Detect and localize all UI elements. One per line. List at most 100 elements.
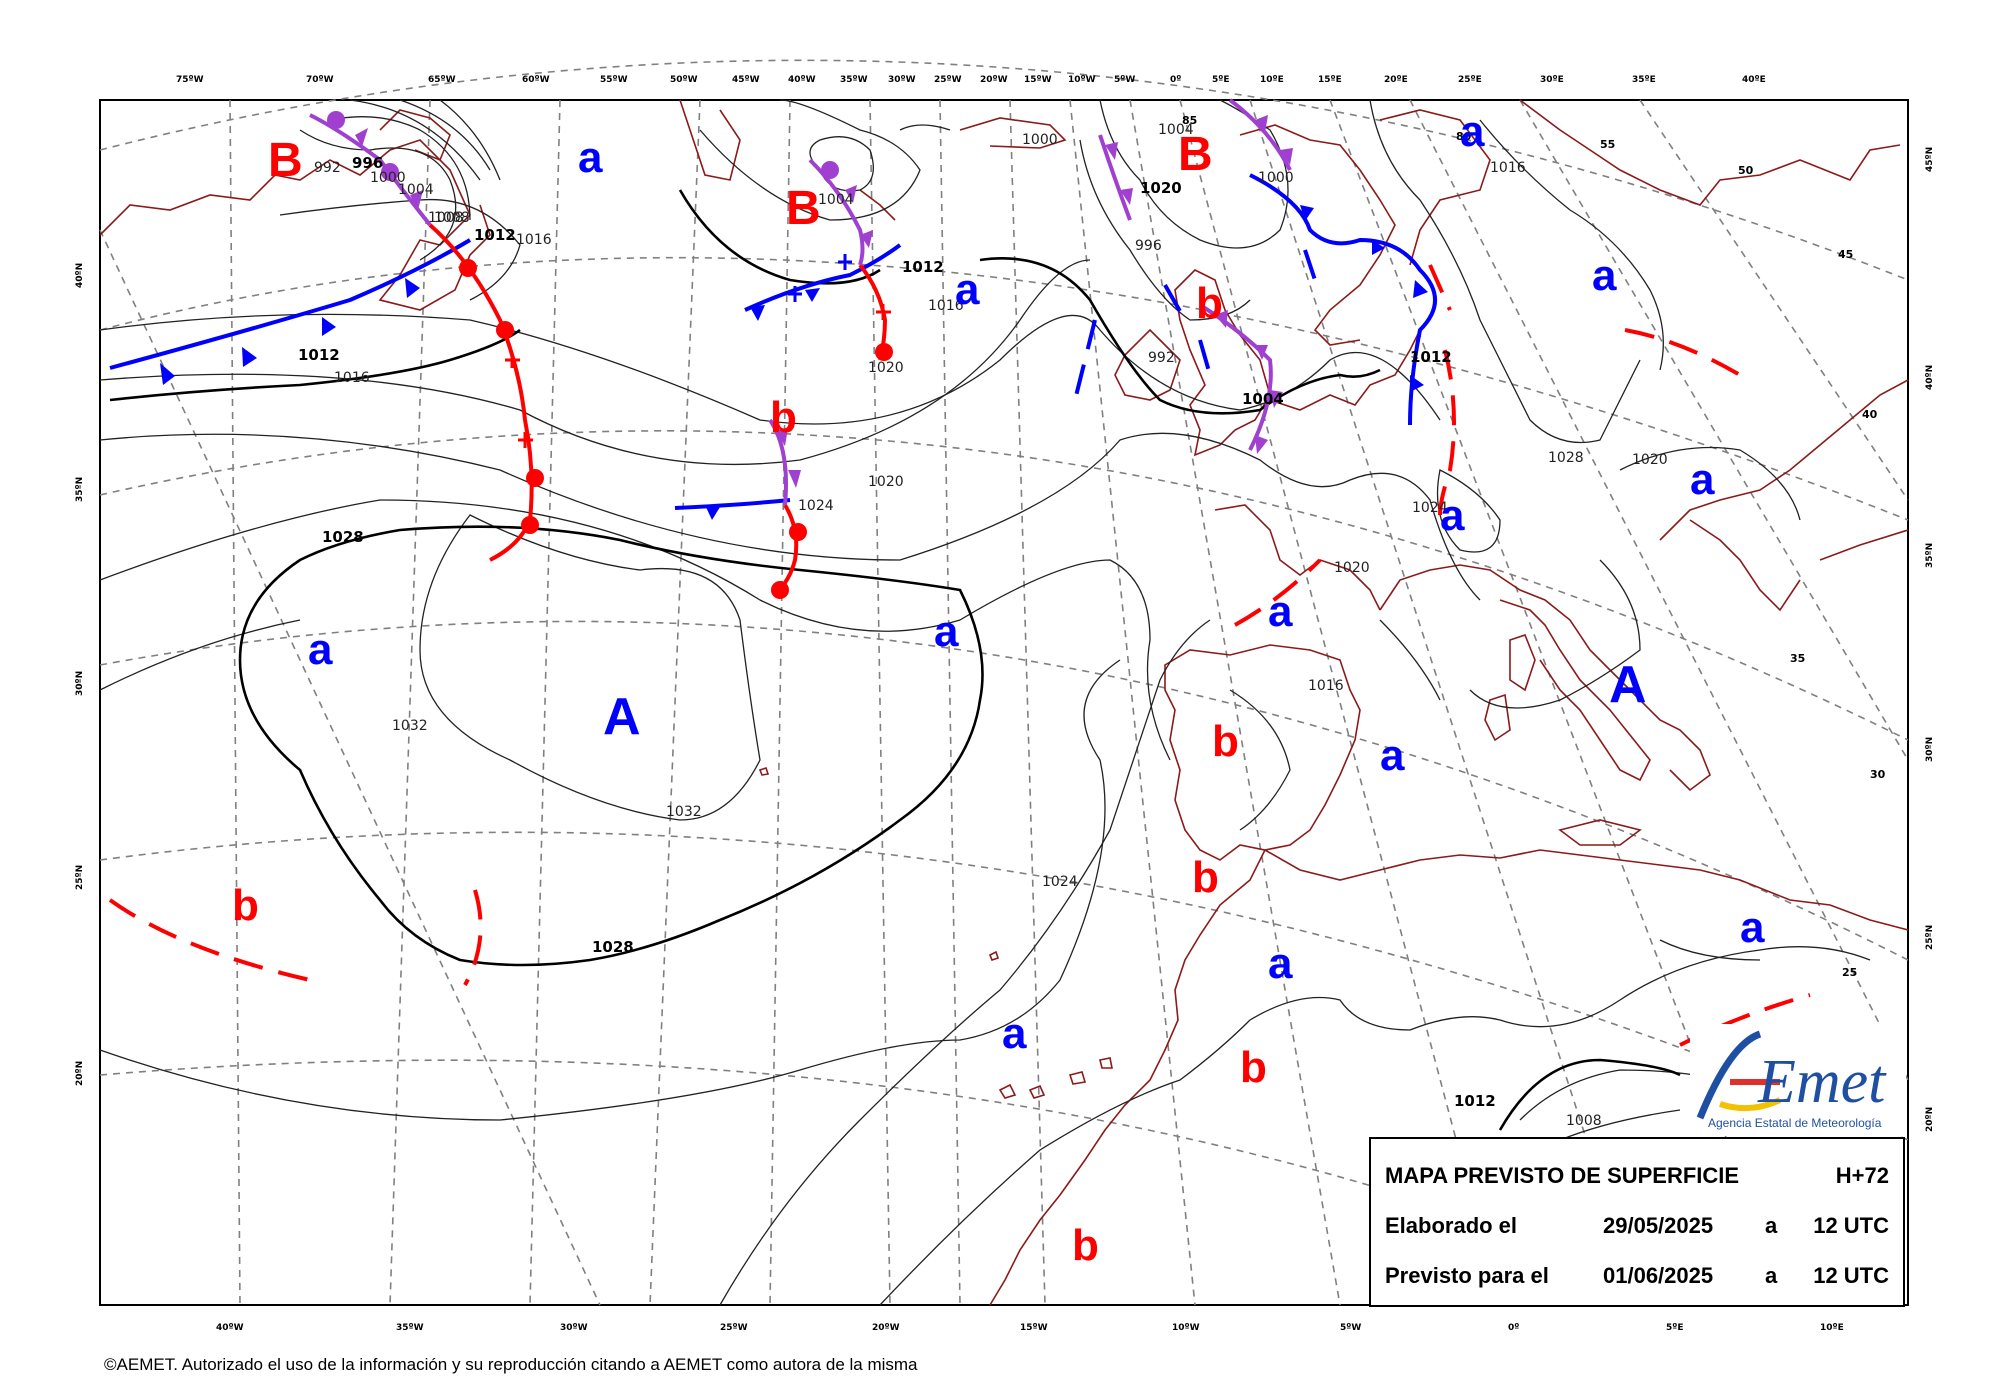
svg-text:a: a xyxy=(1440,491,1465,540)
svg-text:1024: 1024 xyxy=(798,498,834,514)
bottom-longitude-labels: 40ºW 35ºW 30ºW 25ºW 20ºW 15ºW 10ºW 5ºW 0… xyxy=(216,1323,1844,1333)
svg-text:b: b xyxy=(1240,1043,1267,1092)
low-center-north-sea: B xyxy=(1178,128,1213,181)
right-latitude-labels: 45ºN 40ºN 35ºN 30ºN 25ºN 20ºN xyxy=(1925,147,1935,1132)
high-center-mediterranean: A xyxy=(1609,656,1647,714)
svg-text:30ºW: 30ºW xyxy=(560,1323,588,1333)
interior-grid-labels: 55 50 45 40 35 30 25 85 80 xyxy=(1182,114,1886,979)
svg-text:a: a xyxy=(1268,587,1293,636)
svg-text:1028: 1028 xyxy=(322,528,364,546)
svg-text:1016: 1016 xyxy=(928,298,964,314)
svg-text:85: 85 xyxy=(1182,114,1197,127)
legend-valid-row: Previsto para el 01/06/2025 a 12 UTC xyxy=(1385,1263,1889,1293)
ridges xyxy=(1073,249,1317,401)
map-border xyxy=(99,99,1909,1306)
svg-text:1024: 1024 xyxy=(1042,874,1078,890)
svg-text:40ºW: 40ºW xyxy=(216,1323,244,1333)
issued-time: 12 UTC xyxy=(1813,1213,1889,1238)
valid-date: 01/06/2025 xyxy=(1603,1263,1714,1288)
svg-text:15ºW: 15ºW xyxy=(1024,75,1052,85)
legend-issued-row: Elaborado el 29/05/2025 a 12 UTC xyxy=(1385,1213,1889,1243)
svg-text:992: 992 xyxy=(314,160,341,176)
svg-text:a: a xyxy=(1740,903,1765,952)
svg-text:b: b xyxy=(770,393,797,442)
svg-text:5ºW: 5ºW xyxy=(1340,1323,1361,1333)
svg-text:b: b xyxy=(1196,279,1223,328)
svg-text:0º: 0º xyxy=(1170,75,1181,85)
svg-text:b: b xyxy=(1212,717,1239,766)
svg-text:0º: 0º xyxy=(1508,1323,1519,1333)
svg-text:15ºW: 15ºW xyxy=(1020,1323,1048,1333)
svg-text:70ºW: 70ºW xyxy=(306,75,334,85)
relative-highs: a a a a a a a a a a a a a xyxy=(308,107,1765,1058)
svg-text:a: a xyxy=(934,607,959,656)
svg-text:30ºN: 30ºN xyxy=(1925,737,1935,762)
svg-text:1004: 1004 xyxy=(1158,122,1194,138)
svg-text:1004: 1004 xyxy=(818,192,854,208)
svg-text:40ºW: 40ºW xyxy=(788,75,816,85)
relative-lows: b b b b b b b xyxy=(232,279,1267,1270)
svg-text:50ºW: 50ºW xyxy=(670,75,698,85)
svg-text:1012: 1012 xyxy=(1410,348,1452,366)
svg-text:35ºN: 35ºN xyxy=(75,477,85,502)
svg-text:1020: 1020 xyxy=(1334,560,1370,576)
front-marks xyxy=(505,304,891,448)
svg-text:1008: 1008 xyxy=(428,210,464,226)
svg-text:45: 45 xyxy=(1838,248,1853,261)
svg-text:75ºW: 75ºW xyxy=(176,75,204,85)
svg-text:Emet: Emet xyxy=(1757,1048,1887,1116)
svg-text:1020: 1020 xyxy=(868,474,904,490)
svg-text:5ºE: 5ºE xyxy=(1212,75,1230,85)
svg-text:1028: 1028 xyxy=(1548,450,1584,466)
svg-text:1020: 1020 xyxy=(1632,452,1668,468)
svg-text:10ºE: 10ºE xyxy=(1820,1323,1844,1333)
svg-text:40ºN: 40ºN xyxy=(1925,365,1935,390)
occluded-front-symbols xyxy=(327,111,1293,488)
svg-text:25ºW: 25ºW xyxy=(720,1323,748,1333)
issued-a: a xyxy=(1765,1213,1778,1238)
svg-text:b: b xyxy=(1192,853,1219,902)
svg-text:a: a xyxy=(578,133,603,182)
svg-text:1008: 1008 xyxy=(1566,1113,1602,1129)
svg-text:25ºN: 25ºN xyxy=(75,865,85,890)
svg-text:1024: 1024 xyxy=(1412,500,1448,516)
high-center-atlantic: A xyxy=(603,688,641,746)
coastlines xyxy=(99,99,1909,1306)
svg-text:25ºW: 25ºW xyxy=(934,75,962,85)
svg-text:1000: 1000 xyxy=(1258,170,1294,186)
issued-label: Elaborado el xyxy=(1385,1213,1518,1238)
svg-text:80: 80 xyxy=(1456,130,1472,143)
svg-text:992: 992 xyxy=(1148,350,1175,366)
svg-text:a: a xyxy=(1380,731,1405,780)
svg-text:20ºN: 20ºN xyxy=(75,1061,85,1086)
svg-text:b: b xyxy=(232,881,259,930)
svg-text:65ºW: 65ºW xyxy=(428,75,456,85)
svg-text:1012: 1012 xyxy=(902,258,944,276)
svg-text:a: a xyxy=(1592,251,1617,300)
svg-text:1032: 1032 xyxy=(392,718,428,734)
svg-text:1000: 1000 xyxy=(1022,132,1058,148)
svg-text:55ºW: 55ºW xyxy=(600,75,628,85)
svg-text:20ºW: 20ºW xyxy=(872,1323,900,1333)
svg-text:20ºW: 20ºW xyxy=(980,75,1008,85)
svg-text:30ºW: 30ºW xyxy=(888,75,916,85)
issued-date: 29/05/2025 xyxy=(1603,1213,1714,1238)
svg-text:35: 35 xyxy=(1790,652,1805,665)
svg-text:10ºW: 10ºW xyxy=(1068,75,1096,85)
svg-text:40ºN: 40ºN xyxy=(75,263,85,288)
svg-text:5ºE: 5ºE xyxy=(1666,1323,1684,1333)
forecast-info-box: MAPA PREVISTO DE SUPERFICIE H+72 Elabora… xyxy=(1369,1137,1905,1307)
svg-text:a: a xyxy=(1002,1009,1027,1058)
svg-text:a: a xyxy=(1690,455,1715,504)
copyright-notice: ©AEMET. Autorizado el uso de la informac… xyxy=(104,1355,918,1374)
svg-text:40ºE: 40ºE xyxy=(1742,75,1766,85)
pressure-centers: A A B B B xyxy=(268,128,1647,746)
svg-text:1020: 1020 xyxy=(1140,179,1182,197)
front-marks-blue xyxy=(788,254,852,302)
isobars-thick xyxy=(109,189,1681,1131)
svg-text:35ºW: 35ºW xyxy=(840,75,868,85)
aemet-logo-graphic: Emet xyxy=(1696,1030,1887,1120)
svg-text:1032: 1032 xyxy=(666,804,702,820)
svg-text:1004: 1004 xyxy=(1242,390,1284,408)
